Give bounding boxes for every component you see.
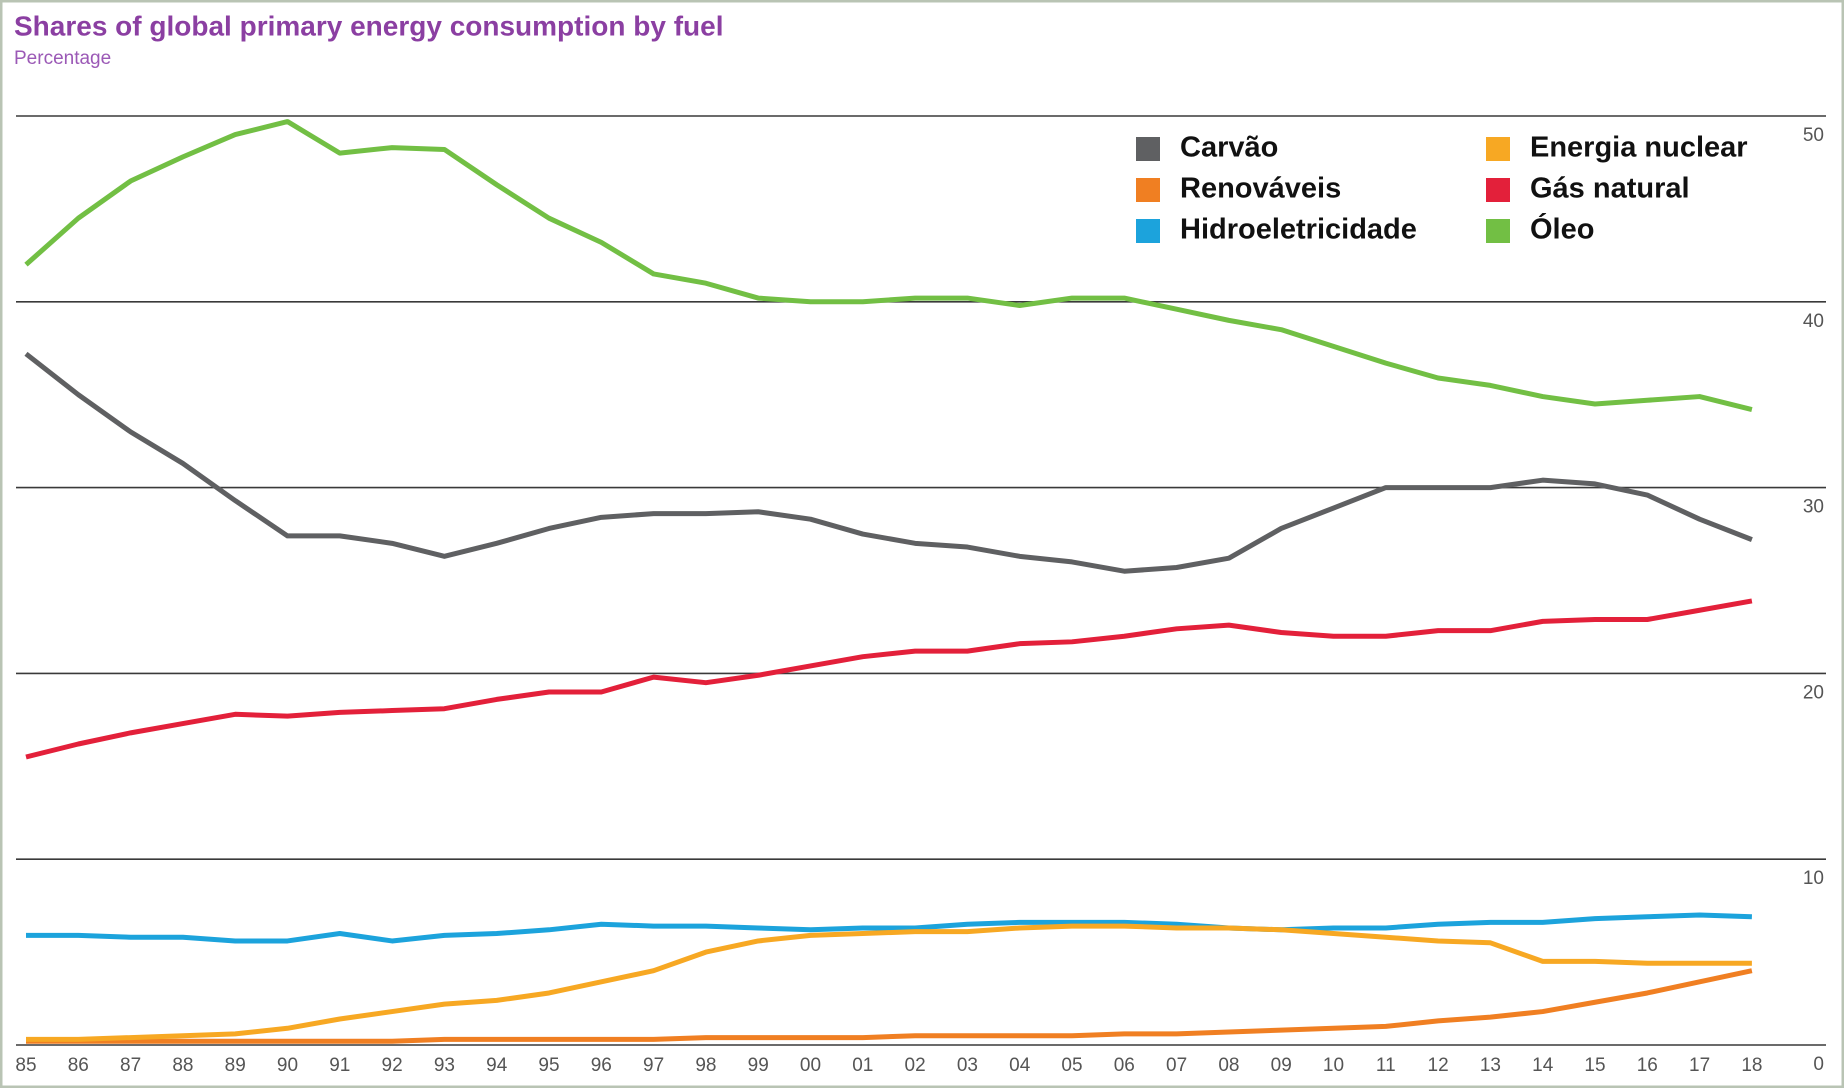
- y-tick-label: 30: [1803, 497, 1824, 518]
- x-tick-label: 88: [172, 1055, 193, 1076]
- x-tick-label: 00: [800, 1055, 821, 1076]
- x-tick-label: 17: [1689, 1055, 1710, 1076]
- x-tick-label: 10: [1323, 1055, 1344, 1076]
- x-tick-label: 96: [591, 1055, 612, 1076]
- chart-title: Shares of global primary energy consumpt…: [14, 10, 723, 41]
- x-tick-label: 12: [1428, 1055, 1449, 1076]
- x-tick-label: 09: [1271, 1055, 1292, 1076]
- x-tick-label: 02: [905, 1055, 926, 1076]
- x-tick-label: 99: [748, 1055, 769, 1076]
- y-tick-label: 40: [1803, 311, 1824, 332]
- x-tick-label: 93: [434, 1055, 455, 1076]
- legend-swatch: [1486, 137, 1510, 161]
- x-tick-label: 14: [1532, 1055, 1554, 1076]
- x-tick-label: 86: [68, 1055, 89, 1076]
- x-tick-label: 89: [225, 1055, 246, 1076]
- legend-label: Óleo: [1530, 212, 1594, 246]
- x-tick-label: 13: [1480, 1055, 1501, 1076]
- x-tick-label: 85: [15, 1055, 36, 1076]
- x-tick-label: 16: [1637, 1055, 1658, 1076]
- x-tick-label: 04: [1009, 1055, 1031, 1076]
- x-tick-label: 90: [277, 1055, 298, 1076]
- y-tick-label: 50: [1803, 125, 1824, 146]
- x-tick-label: 95: [538, 1055, 559, 1076]
- x-tick-label: 07: [1166, 1055, 1187, 1076]
- series-line: [24, 351, 1753, 574]
- legend-label: Carvão: [1180, 132, 1278, 164]
- x-tick-label: 05: [1061, 1055, 1082, 1076]
- x-tick-label: 06: [1114, 1055, 1135, 1076]
- x-tick-label: 08: [1218, 1055, 1239, 1076]
- x-tick-label: 15: [1584, 1055, 1605, 1076]
- legend-label: Energia nuclear: [1530, 132, 1748, 164]
- series-line: [24, 119, 1753, 412]
- x-tick-label: 92: [382, 1055, 403, 1076]
- x-tick-label: 97: [643, 1055, 664, 1076]
- legend-swatch: [1136, 178, 1160, 202]
- legend-swatch: [1486, 178, 1510, 202]
- series-line: [26, 923, 1752, 1042]
- legend-label: Hidroeletricidade: [1180, 214, 1417, 246]
- legend-swatch: [1136, 219, 1160, 243]
- x-tick-label: 87: [120, 1055, 141, 1076]
- y-tick-label: 0: [1813, 1054, 1824, 1075]
- y-tick-label: 10: [1803, 868, 1824, 889]
- series-line: [26, 912, 1752, 944]
- series-line: [26, 968, 1753, 1044]
- legend-swatch: [1136, 137, 1160, 161]
- chart-subtitle: Percentage: [14, 48, 111, 69]
- x-tick-label: 03: [957, 1055, 978, 1076]
- x-tick-label: 91: [329, 1055, 350, 1076]
- legend-label: Renováveis: [1180, 173, 1341, 205]
- legend-label: Gás natural: [1530, 173, 1690, 205]
- legend-swatch: [1486, 219, 1510, 243]
- x-tick-label: 18: [1741, 1055, 1762, 1076]
- x-tick-label: 11: [1376, 1055, 1396, 1076]
- series-line: [25, 598, 1753, 760]
- y-tick-label: 20: [1803, 682, 1824, 703]
- x-tick-label: 01: [852, 1055, 873, 1076]
- x-tick-label: 98: [695, 1055, 716, 1076]
- x-tick-label: 94: [486, 1055, 508, 1076]
